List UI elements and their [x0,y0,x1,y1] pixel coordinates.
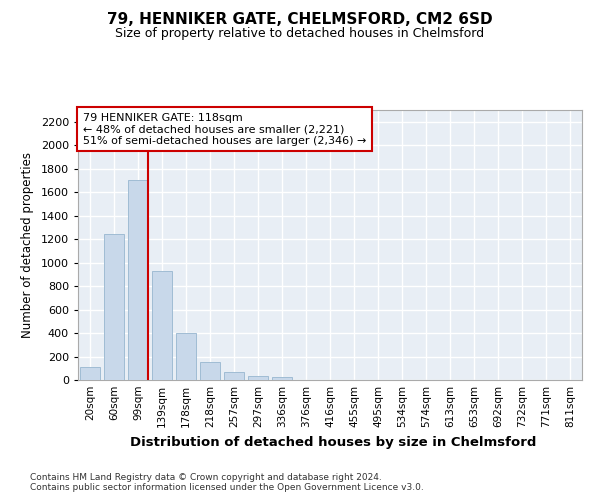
Text: Distribution of detached houses by size in Chelmsford: Distribution of detached houses by size … [130,436,536,449]
Bar [272,377,292,380]
Bar [200,362,220,380]
Bar [248,376,268,380]
Bar [104,234,124,380]
Text: Contains public sector information licensed under the Open Government Licence v3: Contains public sector information licen… [30,482,424,492]
Bar [80,366,100,380]
Text: Size of property relative to detached houses in Chelmsford: Size of property relative to detached ho… [115,28,485,40]
Text: 79 HENNIKER GATE: 118sqm
← 48% of detached houses are smaller (2,221)
51% of sem: 79 HENNIKER GATE: 118sqm ← 48% of detach… [83,112,367,146]
Text: Contains HM Land Registry data © Crown copyright and database right 2024.: Contains HM Land Registry data © Crown c… [30,472,382,482]
Bar [128,180,148,380]
Y-axis label: Number of detached properties: Number of detached properties [21,152,34,338]
Bar [176,333,196,380]
Bar [152,272,172,380]
Bar [224,372,244,380]
Text: 79, HENNIKER GATE, CHELMSFORD, CM2 6SD: 79, HENNIKER GATE, CHELMSFORD, CM2 6SD [107,12,493,28]
